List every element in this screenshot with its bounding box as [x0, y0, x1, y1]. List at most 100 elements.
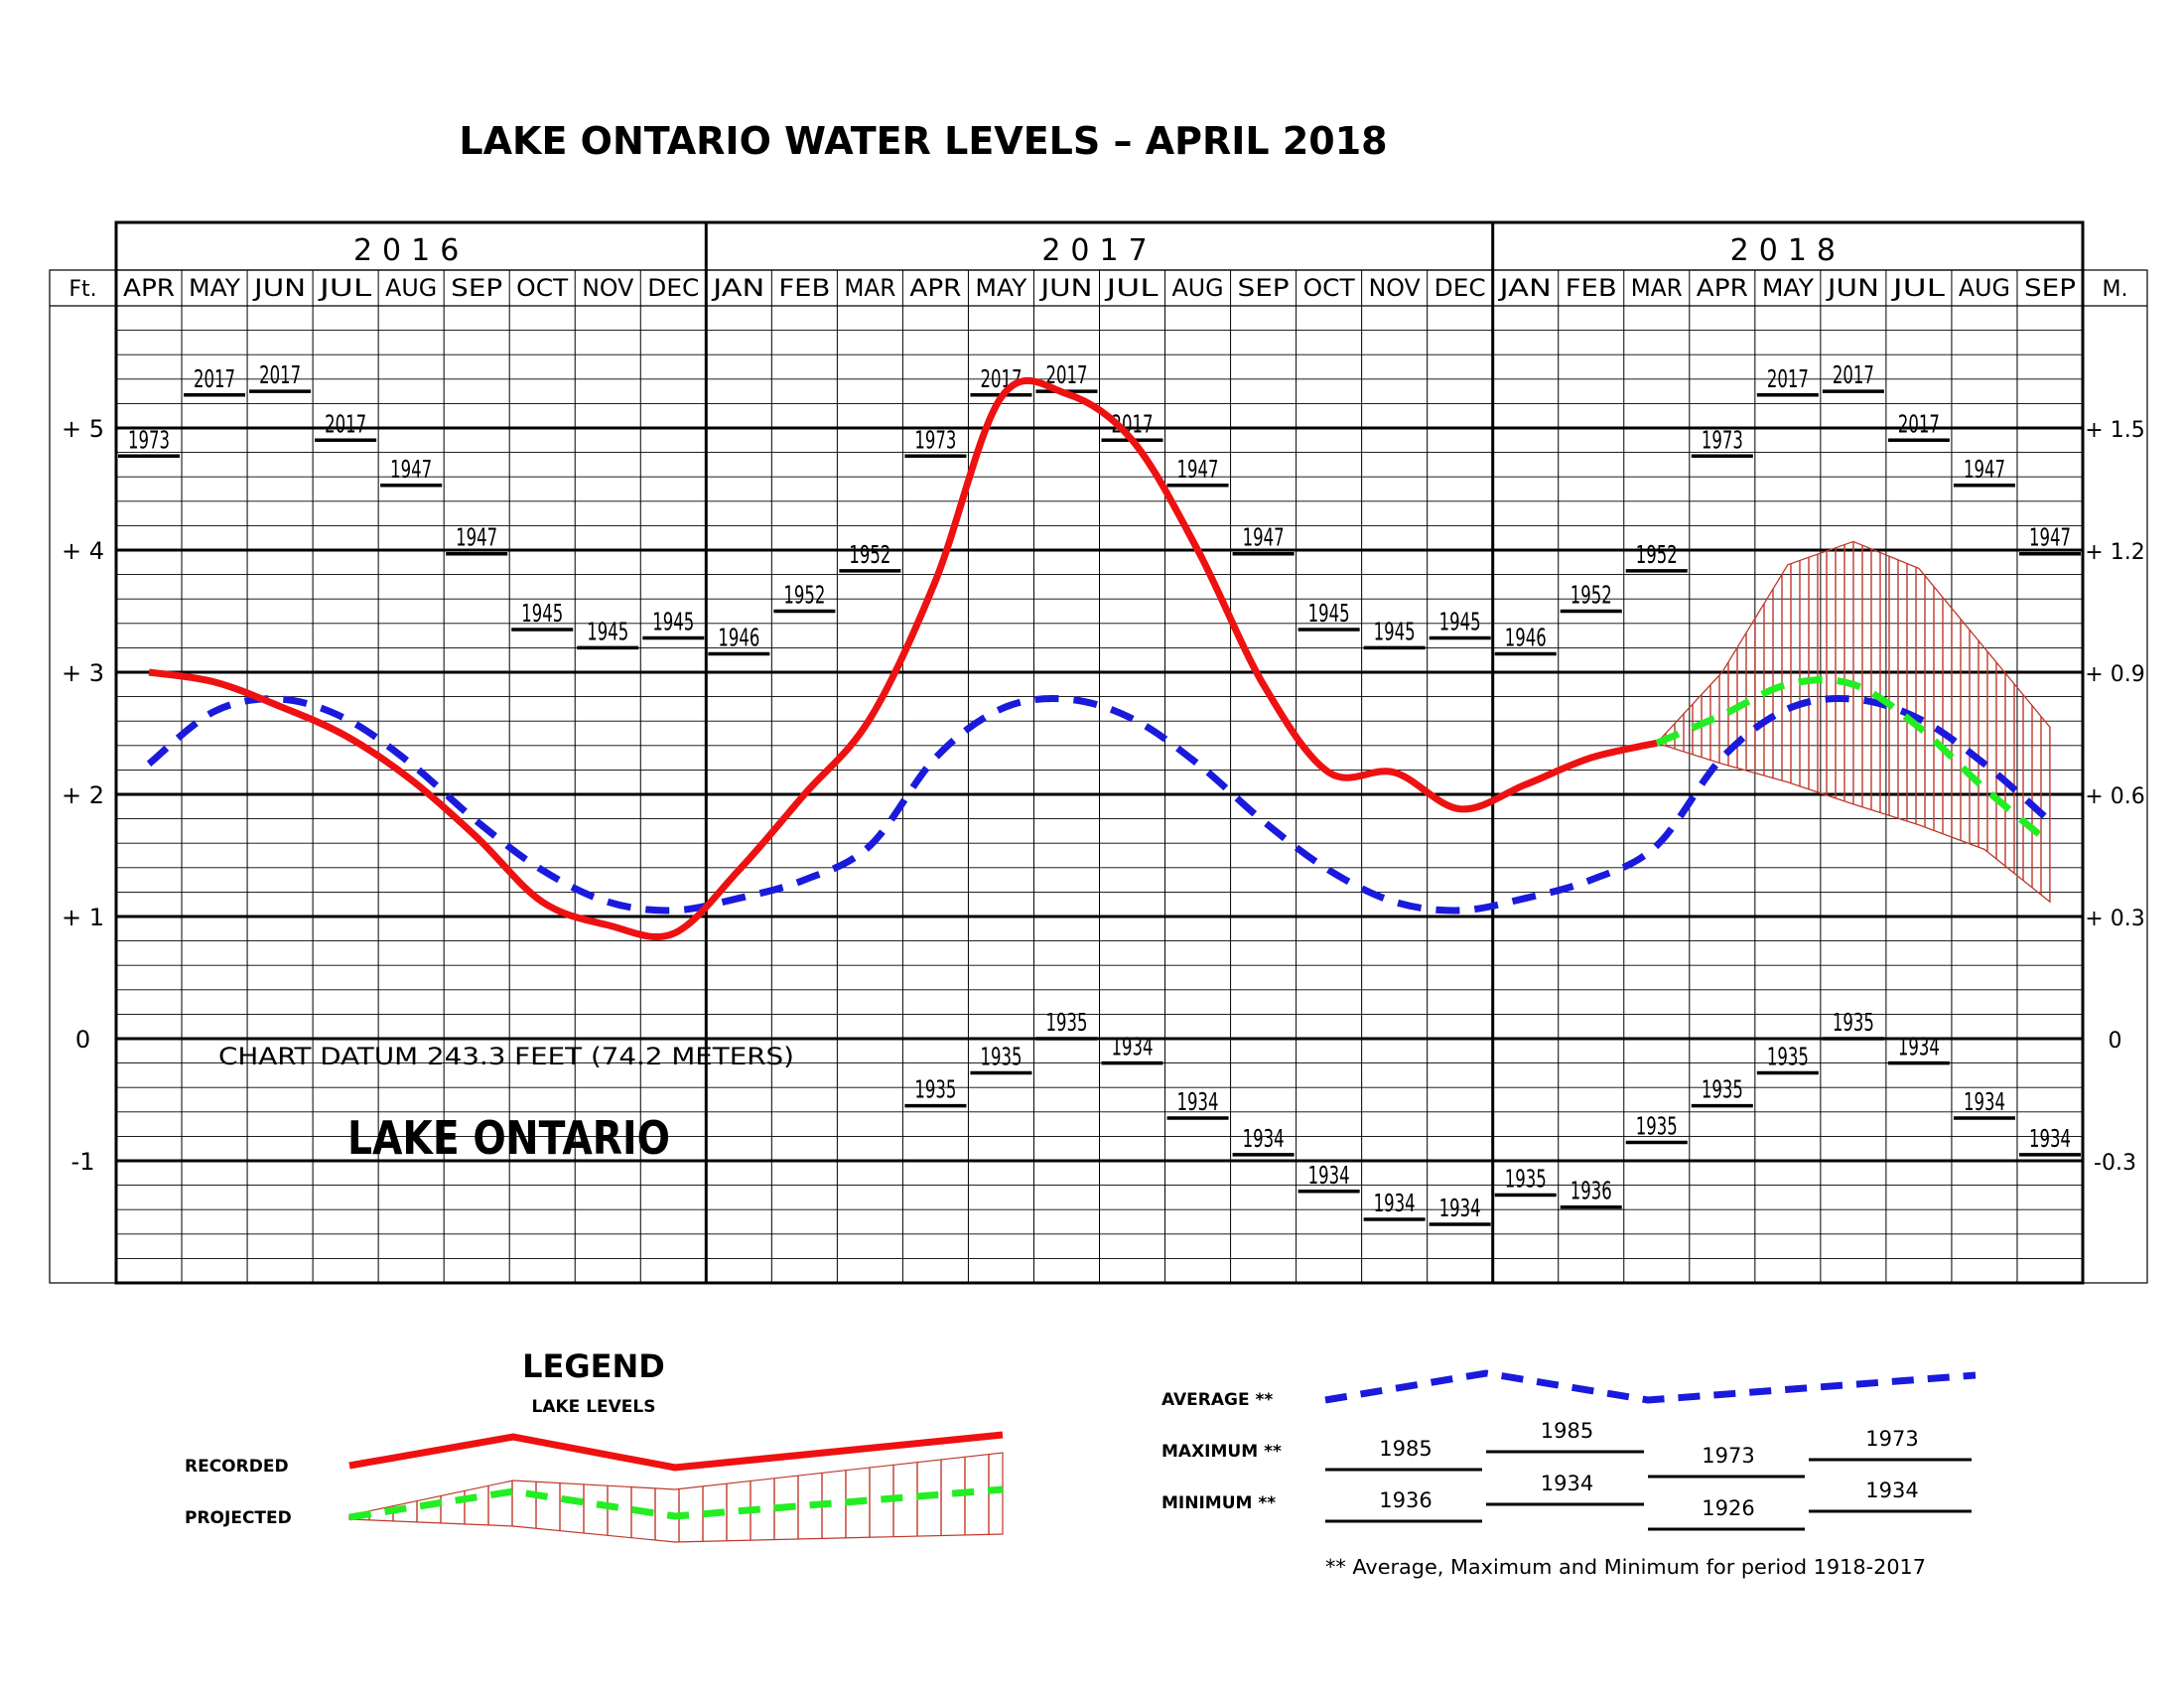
legend-projected-swatch — [348, 1485, 1004, 1521]
record-high-level-year: 1945 — [1374, 617, 1416, 645]
legend-min-year: 1926 — [1702, 1496, 1754, 1520]
record-high-level-year: 1945 — [587, 617, 628, 645]
y-axes: Ft. M. + 5 + 4 + 3 + 2 + 1 0 -1 + 1.5 + 1.2 + 0.9 + … — [62, 277, 2145, 1176]
month-label: DEC — [1434, 274, 1486, 302]
record-levels: 1973 2017 2017 2017 1947 1947 1945 1945 1945 1946… — [118, 360, 2081, 1226]
lake-label: LAKE ONTARIO — [347, 1111, 670, 1165]
month-label: AUG — [1959, 274, 2010, 302]
left-tick-label: + 1 — [62, 904, 104, 931]
record-low-level-year: 1934 — [1112, 1033, 1154, 1061]
month-label: DEC — [647, 274, 699, 302]
record-low-level-year: 1934 — [1374, 1189, 1416, 1217]
record-low-level-year: 1935 — [1702, 1075, 1743, 1104]
record-high-level-year: 1947 — [390, 455, 432, 484]
record-low-level-year: 1935 — [914, 1075, 956, 1104]
record-high-level-year: 1945 — [1308, 599, 1350, 628]
month-label: AUG — [1172, 274, 1224, 302]
month-label: APR — [123, 274, 175, 302]
record-high-level-year: 1973 — [1702, 425, 1743, 454]
record-high-level-year: 1945 — [521, 599, 563, 628]
month-label: JUL — [317, 274, 372, 302]
legend-projected-label: PROJECTED — [185, 1508, 292, 1528]
month-label: APR — [1697, 274, 1748, 302]
legend-average-swatch — [1324, 1369, 1977, 1404]
month-label: SEP — [1238, 274, 1290, 302]
year-label: 2016 — [353, 233, 469, 268]
record-high-level-year: 2017 — [325, 409, 366, 438]
month-label: MAR — [844, 274, 895, 302]
month-label: OCT — [516, 274, 568, 302]
legend-max-year: 1973 — [1702, 1444, 1754, 1468]
legend-min-year: 1936 — [1379, 1488, 1432, 1512]
record-low-level-year: 1934 — [2029, 1124, 2071, 1153]
month-label: MAY — [975, 274, 1026, 302]
record-high-level-year: 1945 — [1439, 608, 1481, 636]
month-label: SEP — [2024, 274, 2076, 302]
record-high-level-year: 2017 — [1767, 364, 1809, 393]
legend-projected-range-swatch — [348, 1452, 1004, 1543]
record-high-level-year: 1947 — [456, 523, 497, 552]
year-label: 2018 — [1730, 233, 1845, 268]
month-label: JUL — [1890, 274, 1946, 302]
record-low-level-year: 1935 — [1045, 1008, 1087, 1037]
projected-series-line — [1655, 676, 2053, 846]
record-high-level-year: 1952 — [1636, 540, 1678, 569]
record-high-level-year: 1947 — [2029, 523, 2071, 552]
left-tick-label: + 4 — [62, 537, 104, 565]
record-low-level-year: 1935 — [1767, 1042, 1809, 1070]
left-axis-unit: Ft. — [68, 277, 96, 302]
left-tick-label: 0 — [75, 1026, 90, 1054]
legend-min-year: 1934 — [1541, 1472, 1593, 1495]
record-low-level-year: 1935 — [1505, 1164, 1547, 1193]
right-tick-label: -0.3 — [2094, 1151, 2136, 1176]
month-label: AUG — [385, 274, 437, 302]
legend-minimum-label: MINIMUM ** — [1161, 1493, 1276, 1513]
record-high-level-year: 1973 — [914, 425, 956, 454]
month-label: APR — [909, 274, 961, 302]
record-low-level-year: 1934 — [1308, 1161, 1350, 1190]
left-tick-label: -1 — [71, 1148, 95, 1176]
right-tick-label: + 0.9 — [2085, 662, 2144, 687]
month-label: MAY — [189, 274, 240, 302]
right-tick-label: + 1.5 — [2085, 418, 2144, 443]
left-tick-label: + 3 — [62, 659, 104, 687]
right-axis-unit: M. — [2103, 277, 2128, 302]
record-high-level-year: 2017 — [980, 364, 1022, 393]
year-label: 2017 — [1041, 233, 1157, 268]
legend-max-min-table: 1985 1985 1973 1973 1936 1934 1926 1934 — [1325, 1419, 1972, 1531]
legend-max-year: 1985 — [1379, 1437, 1432, 1461]
month-label: JUN — [1038, 274, 1092, 302]
chart-title: LAKE ONTARIO WATER LEVELS – APRIL 2018 — [459, 119, 1387, 163]
month-label: JUL — [1104, 274, 1160, 302]
projected-range-envelope — [1655, 540, 2051, 904]
legend-maximum-label: MAXIMUM ** — [1161, 1442, 1282, 1462]
recorded-series-line — [148, 376, 1658, 940]
legend-max-year: 1973 — [1865, 1427, 1918, 1451]
month-label: JAN — [1497, 274, 1552, 302]
right-tick-label: 0 — [2109, 1029, 2122, 1054]
legend-max-year: 1985 — [1541, 1419, 1593, 1443]
month-label: SEP — [451, 274, 502, 302]
right-tick-label: + 0.3 — [2085, 907, 2144, 931]
month-label: JAN — [711, 274, 765, 302]
month-label: JUN — [252, 274, 306, 302]
chart-datum-note: CHART DATUM 243.3 FEET (74.2 METERS) — [218, 1043, 794, 1070]
legend-footnote: ** Average, Maximum and Minimum for peri… — [1325, 1555, 1926, 1579]
month-label: MAY — [1762, 274, 1814, 302]
legend-recorded-swatch — [348, 1431, 1004, 1472]
average-series-line — [146, 695, 2053, 915]
record-high-level-year: 1952 — [849, 540, 890, 569]
record-high-level-year: 1946 — [1505, 624, 1547, 652]
legend-title: LEGEND — [522, 1347, 665, 1385]
record-high-level-year: 2017 — [1898, 409, 1940, 438]
record-low-level-year: 1936 — [1570, 1177, 1612, 1205]
series — [146, 376, 2053, 940]
record-low-level-year: 1935 — [1833, 1008, 1874, 1037]
left-tick-label: + 5 — [62, 415, 104, 443]
record-high-level-year: 1973 — [128, 425, 170, 454]
record-high-level-year: 1946 — [718, 624, 759, 652]
month-label: JUN — [1825, 274, 1878, 302]
axis-header: 2016 2017 2018 APR MAY JUN JUL AUG SEP OCT NOV DEC J… — [123, 233, 2076, 302]
